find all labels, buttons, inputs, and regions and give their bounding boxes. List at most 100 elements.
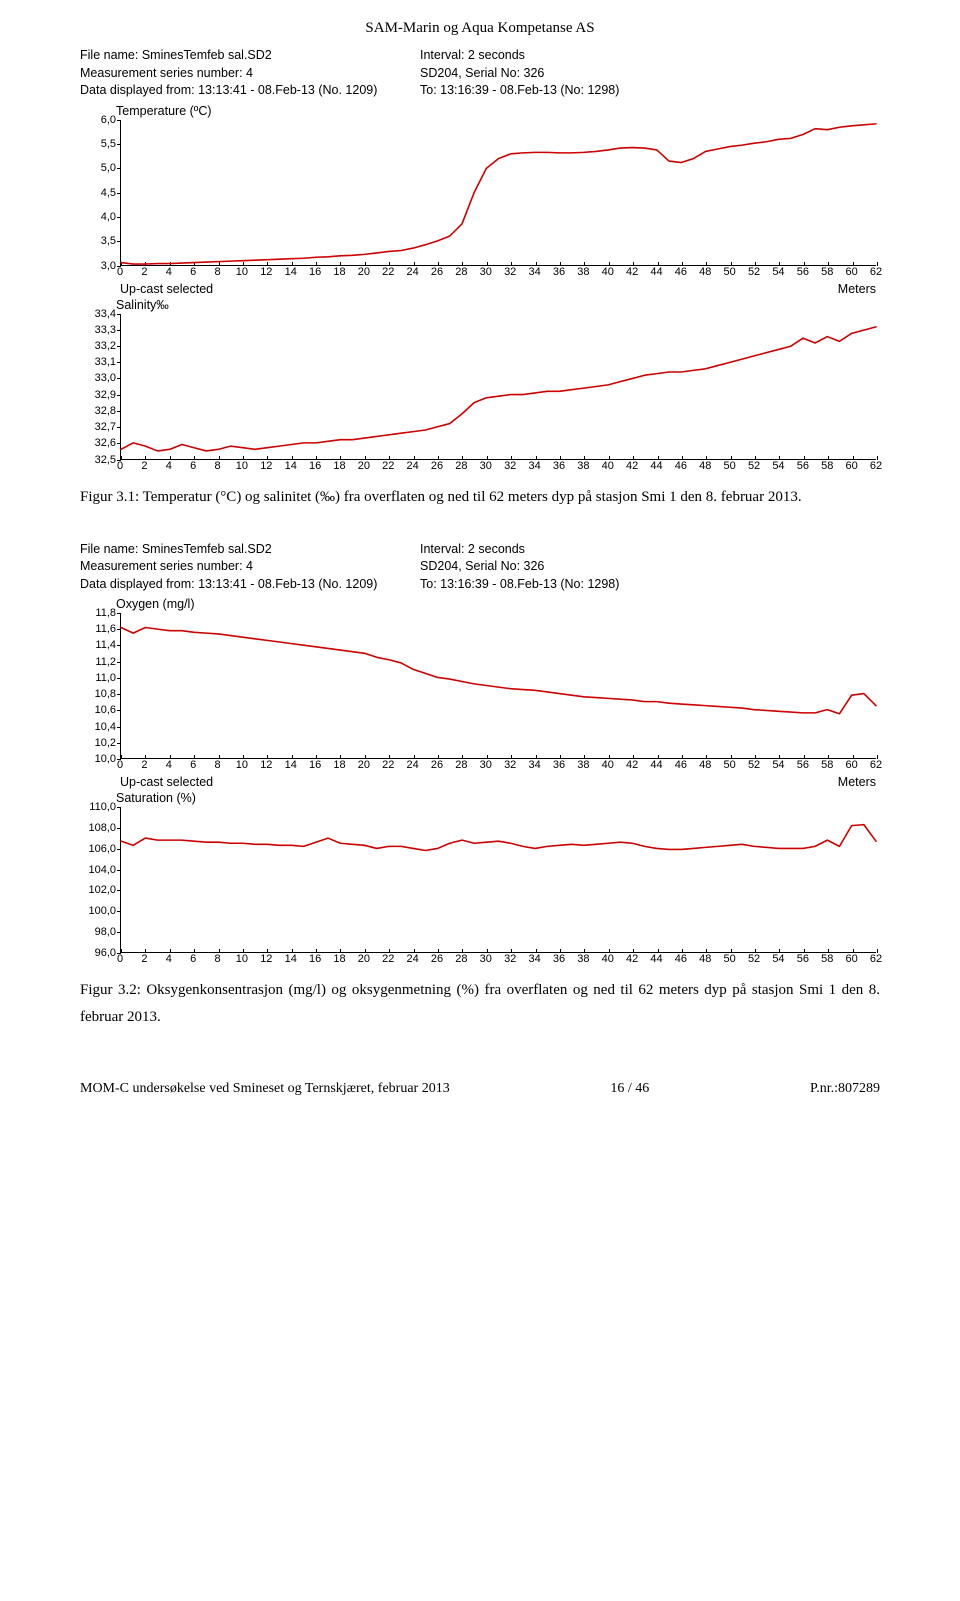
x-tick-label: 38 xyxy=(577,759,589,771)
y-tick-label: 4,0 xyxy=(101,211,116,223)
y-tick-label: 110,0 xyxy=(89,801,116,813)
x-tick-label: 8 xyxy=(214,953,220,965)
y-tick-label: 33,4 xyxy=(95,308,116,320)
meta-interval: Interval: 2 seconds xyxy=(420,47,880,65)
x-tick-label: 6 xyxy=(190,759,196,771)
x-tick-label: 12 xyxy=(260,266,272,278)
x-tick-label: 16 xyxy=(309,953,321,965)
x-tick-label: 22 xyxy=(382,953,394,965)
x-tick-label: 54 xyxy=(772,953,784,965)
x-tick-label: 30 xyxy=(480,759,492,771)
x-tick-label: 14 xyxy=(285,953,297,965)
chart-title: Temperature (ºC) xyxy=(116,104,880,118)
footer-right: P.nr.:807289 xyxy=(810,1081,880,1097)
x-tick-label: 28 xyxy=(455,759,467,771)
meta-data-to: To: 13:16:39 - 08.Feb-13 (No: 1298) xyxy=(420,82,880,100)
y-tick-label: 11,8 xyxy=(95,607,116,619)
x-tick-label: 36 xyxy=(553,759,565,771)
x-tick-label: 12 xyxy=(260,759,272,771)
figure-caption-1: Figur 3.1: Temperatur (°C) og salinitet … xyxy=(80,484,880,511)
x-tick-label: 48 xyxy=(699,266,711,278)
x-tick-label: 16 xyxy=(309,266,321,278)
data-series-line xyxy=(121,326,876,450)
x-tick-label: 40 xyxy=(602,759,614,771)
x-tick-label: 62 xyxy=(870,953,882,965)
x-tick-label: 2 xyxy=(141,460,147,472)
x-tick-label: 24 xyxy=(407,953,419,965)
x-tick-label: 30 xyxy=(480,266,492,278)
y-tick-label: 11,4 xyxy=(95,639,116,651)
x-tick-label: 14 xyxy=(285,460,297,472)
x-tick-label: 52 xyxy=(748,953,760,965)
x-tick-label: 46 xyxy=(675,266,687,278)
x-tick-label: 38 xyxy=(577,266,589,278)
x-tick-label: 60 xyxy=(845,953,857,965)
x-tick-label: 40 xyxy=(602,266,614,278)
x-tick-label: 54 xyxy=(772,759,784,771)
x-tick-label: 52 xyxy=(748,759,760,771)
meta-file-name: File name: SminesTemfeb sal.SD2 xyxy=(80,47,420,65)
chart-title: Saturation (%) xyxy=(116,791,880,805)
chart-title: Salinity‰ xyxy=(116,298,880,312)
y-tick-label: 10,8 xyxy=(95,688,116,700)
chart-title: Oxygen (mg/l) xyxy=(116,597,880,611)
y-tick-label: 33,2 xyxy=(95,340,116,352)
x-tick-label: 42 xyxy=(626,759,638,771)
x-tick-label: 22 xyxy=(382,266,394,278)
x-tick-label: 4 xyxy=(166,266,172,278)
x-tick-label: 34 xyxy=(528,953,540,965)
x-tick-label: 50 xyxy=(724,953,736,965)
y-tick-label: 11,0 xyxy=(95,672,116,684)
y-tick-label: 32,9 xyxy=(95,389,116,401)
x-tick-label: 32 xyxy=(504,759,516,771)
x-tick-label: 24 xyxy=(407,759,419,771)
meta-data-from: Data displayed from: 13:13:41 - 08.Feb-1… xyxy=(80,576,420,594)
x-tick-label: 0 xyxy=(117,266,123,278)
y-tick-label: 5,5 xyxy=(101,138,116,150)
x-tick-label: 28 xyxy=(455,460,467,472)
x-tick-label: 60 xyxy=(845,460,857,472)
x-tick-label: 30 xyxy=(480,953,492,965)
x-tick-label: 60 xyxy=(845,266,857,278)
x-tick-label: 50 xyxy=(724,759,736,771)
data-series-line xyxy=(121,825,876,851)
x-tick-label: 40 xyxy=(602,953,614,965)
meta-data-from: Data displayed from: 13:13:41 - 08.Feb-1… xyxy=(80,82,420,100)
meta-serial: SD204, Serial No: 326 xyxy=(420,65,880,83)
x-tick-label: 32 xyxy=(504,460,516,472)
y-tick-label: 32,5 xyxy=(95,454,116,466)
x-tick-label: 2 xyxy=(141,953,147,965)
figure-caption-2: Figur 3.2: Oksygenkonsentrasjon (mg/l) o… xyxy=(80,977,880,1031)
y-tick-label: 104,0 xyxy=(88,864,116,876)
x-tick-label: 62 xyxy=(870,266,882,278)
meta-interval: Interval: 2 seconds xyxy=(420,541,880,559)
x-tick-label: 48 xyxy=(699,953,711,965)
meta-serial: SD204, Serial No: 326 xyxy=(420,558,880,576)
y-tick-label: 4,5 xyxy=(101,187,116,199)
x-unit-label: Meters xyxy=(838,282,876,296)
x-tick-label: 32 xyxy=(504,266,516,278)
data-series-line xyxy=(121,628,876,714)
x-tick-label: 44 xyxy=(650,266,662,278)
x-tick-label: 16 xyxy=(309,460,321,472)
x-tick-label: 40 xyxy=(602,460,614,472)
y-tick-label: 5,0 xyxy=(101,162,116,174)
y-tick-label: 98,0 xyxy=(95,926,116,938)
x-tick-label: 52 xyxy=(748,460,760,472)
x-tick-label: 6 xyxy=(190,460,196,472)
upcast-label: Up-cast selected xyxy=(120,282,213,296)
x-tick-label: 44 xyxy=(650,759,662,771)
x-tick-label: 14 xyxy=(285,266,297,278)
temperature-chart: Temperature (ºC)3,03,54,04,55,05,56,0024… xyxy=(80,104,880,280)
y-tick-label: 33,1 xyxy=(95,356,116,368)
x-tick-label: 56 xyxy=(797,266,809,278)
meta-series: Measurement series number: 4 xyxy=(80,65,420,83)
meta-file-name: File name: SminesTemfeb sal.SD2 xyxy=(80,541,420,559)
y-tick-label: 3,5 xyxy=(101,235,116,247)
x-tick-label: 6 xyxy=(190,953,196,965)
x-tick-label: 20 xyxy=(358,953,370,965)
x-tick-label: 16 xyxy=(309,759,321,771)
x-tick-label: 62 xyxy=(870,460,882,472)
x-tick-label: 2 xyxy=(141,266,147,278)
x-tick-label: 26 xyxy=(431,266,443,278)
